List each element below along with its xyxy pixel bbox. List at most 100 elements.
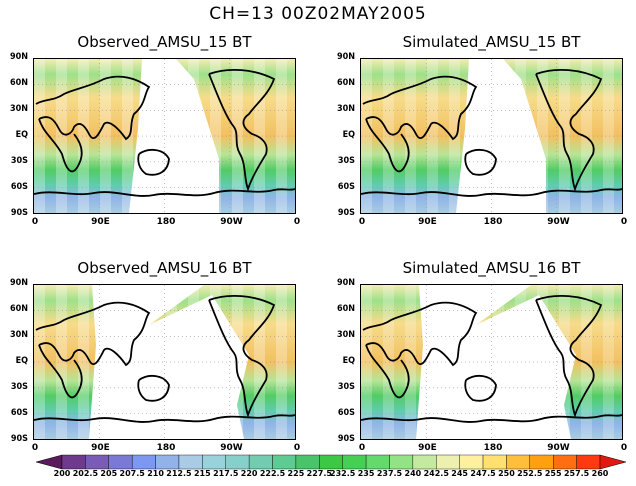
colorbar-swatch (155, 454, 180, 470)
x-tick-label: 0 (358, 443, 366, 453)
colorbar-label: 250 (498, 469, 515, 478)
y-tick-label: 60S (337, 408, 355, 418)
coastline (362, 301, 478, 367)
colorbar-label: 235 (357, 469, 375, 478)
colorbar-swatch (529, 454, 554, 470)
map-plot-area (360, 58, 623, 214)
x-tick-label: 180 (483, 217, 503, 227)
coastline (464, 374, 497, 402)
colorbar-swatch (319, 454, 343, 470)
x-tick-label: 180 (156, 217, 176, 227)
colorbar-swatch (482, 454, 507, 470)
colorbar-swatch (389, 454, 414, 470)
colorbar-label: 260 (591, 469, 609, 478)
y-tick-label: EQ (342, 130, 355, 140)
colorbar-label: 252.5 (517, 469, 543, 478)
colorbar-low-arrow (35, 454, 63, 470)
map-panel-4: Simulated_AMSU_16 BT 90N 60N 30N EQ 30S 60S 90… (327, 259, 627, 459)
x-tick-label: 90E (418, 443, 437, 453)
x-tick-label: 90W (220, 217, 243, 227)
y-tick-label: 90S (10, 434, 28, 444)
colorbar-swatch (295, 454, 320, 470)
coastline (137, 374, 170, 402)
x-tick-label: 0 (31, 217, 39, 227)
x-tick-label: 0 (358, 217, 366, 227)
colorbar-swatch (272, 454, 297, 470)
y-tick-label: 90N (9, 52, 28, 62)
colorbar-label: 242.5 (423, 469, 449, 478)
colorbar-label: 200 (53, 469, 71, 478)
y-tick-label: EQ (15, 356, 28, 366)
y-tick-label: 90S (337, 434, 355, 444)
y-tick-label: 30N (336, 330, 355, 340)
colorbar-label: 202.5 (72, 469, 99, 478)
colorbar-label: 227.5 (306, 469, 332, 478)
colorbar-swatch (342, 454, 367, 470)
colorbar-swatch (85, 454, 109, 470)
coastline (361, 188, 622, 197)
x-tick-label: 180 (156, 443, 176, 453)
y-tick-label: 90N (9, 278, 28, 288)
panel-title: Observed_AMSU_15 BT (77, 33, 252, 51)
y-tick-label: 30S (337, 156, 355, 166)
y-tick-label: 60N (9, 304, 28, 314)
colorbar-label: 215 (193, 469, 211, 478)
x-tick-label: 90E (91, 217, 110, 227)
colorbar-swatch (61, 454, 86, 470)
colorbar-swatch (202, 454, 226, 470)
coastline (35, 75, 151, 141)
y-tick-label: 30S (10, 382, 28, 392)
coastline (362, 75, 478, 141)
x-tick-label: 0 (620, 443, 628, 453)
coastline (38, 344, 83, 399)
coastline (34, 414, 295, 423)
x-tick-label: 0 (293, 217, 301, 227)
colorbar-label: 255 (544, 469, 562, 478)
coastline (365, 344, 410, 399)
colorbar-label: 217.5 (213, 469, 239, 478)
map-panel-2: Simulated_AMSU_15 BT 90N 60N 30N EQ 30S 60S 90… (327, 33, 627, 233)
x-tick-label: 180 (483, 443, 503, 453)
colorbar-label: 237.5 (376, 469, 403, 478)
coastline (137, 148, 170, 176)
x-tick-label: 0 (293, 443, 301, 453)
y-tick-label: EQ (15, 130, 28, 140)
y-tick-label: 30S (337, 382, 355, 392)
y-tick-label: 60S (10, 182, 28, 192)
colorbar-label: 225 (287, 469, 305, 478)
colorbar-high-arrow (599, 454, 627, 470)
colorbar-swatch (436, 454, 460, 470)
colorbar-label: 247.5 (470, 469, 496, 478)
panel-title: Simulated_AMSU_16 BT (402, 259, 581, 277)
coastline (361, 414, 622, 423)
colorbar-swatch (553, 454, 577, 470)
colorbar-swatch (131, 454, 156, 470)
x-tick-label: 0 (620, 217, 628, 227)
y-tick-label: 90S (337, 208, 355, 218)
x-tick-label: 90W (547, 443, 570, 453)
y-tick-label: 90N (336, 278, 355, 288)
colorbar-label: 245 (451, 469, 468, 478)
colorbar-swatch (248, 454, 273, 470)
colorbar-label: 207.5 (119, 469, 145, 478)
colorbar-swatch (459, 454, 484, 470)
y-tick-label: 60N (9, 78, 28, 88)
colorbar-swatches (35, 454, 627, 470)
colorbar-label: 210 (147, 469, 164, 478)
y-tick-label: 30N (336, 104, 355, 114)
y-tick-label: 60S (10, 408, 28, 418)
y-tick-label: EQ (342, 356, 355, 366)
panel-title: Observed_AMSU_16 BT (77, 259, 252, 277)
coastline (365, 118, 410, 173)
coastline (535, 295, 603, 418)
colorbar-label: 222.5 (259, 469, 286, 478)
coastline (464, 148, 497, 176)
y-tick-label: 60S (337, 182, 355, 192)
figure-title: CH=13 00Z02MAY2005 (209, 4, 427, 24)
colorbar-swatch (412, 454, 437, 470)
y-tick-label: 60N (336, 78, 355, 88)
x-tick-label: 90W (220, 443, 243, 453)
y-tick-label: 90N (336, 52, 355, 62)
panel-title: Simulated_AMSU_15 BT (402, 33, 581, 51)
colorbar-swatch (576, 454, 601, 470)
